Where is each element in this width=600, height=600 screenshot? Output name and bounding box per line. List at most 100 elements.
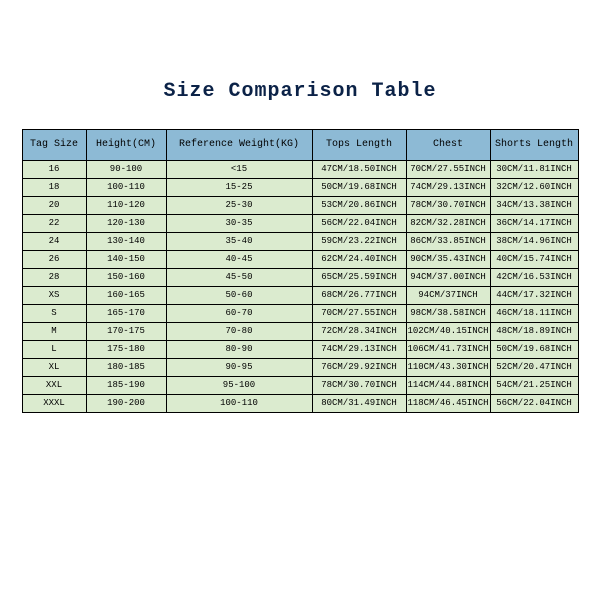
table-row: M 170-175 70-80 72CM/28.34INCH 102CM/40.… <box>22 323 578 341</box>
cell: 52CM/20.47INCH <box>490 359 578 377</box>
cell: 50-60 <box>166 287 312 305</box>
cell: 82CM/32.28INCH <box>406 215 490 233</box>
cell: 180-185 <box>86 359 166 377</box>
size-table: Tag Size Height(CM) Reference Weight(KG)… <box>22 129 579 413</box>
cell: 38CM/14.96INCH <box>490 233 578 251</box>
cell: 45-50 <box>166 269 312 287</box>
cell: 100-110 <box>86 179 166 197</box>
cell: 47CM/18.50INCH <box>312 161 406 179</box>
cell: 60-70 <box>166 305 312 323</box>
table-row: XXXL 190-200 100-110 80CM/31.49INCH 118C… <box>22 395 578 413</box>
cell: 16 <box>22 161 86 179</box>
cell: 140-150 <box>86 251 166 269</box>
cell: 190-200 <box>86 395 166 413</box>
cell: 59CM/23.22INCH <box>312 233 406 251</box>
cell: 35-40 <box>166 233 312 251</box>
cell: 98CM/38.58INCH <box>406 305 490 323</box>
cell: 78CM/30.70INCH <box>406 197 490 215</box>
cell: 95-100 <box>166 377 312 395</box>
cell: 56CM/22.04INCH <box>490 395 578 413</box>
cell: 50CM/19.68INCH <box>490 341 578 359</box>
table-row: 20 110-120 25-30 53CM/20.86INCH 78CM/30.… <box>22 197 578 215</box>
col-shorts-length: Shorts Length <box>490 130 578 161</box>
cell: 32CM/12.60INCH <box>490 179 578 197</box>
table-row: 16 90-100 <15 47CM/18.50INCH 70CM/27.55I… <box>22 161 578 179</box>
table-row: L 175-180 80-90 74CM/29.13INCH 106CM/41.… <box>22 341 578 359</box>
cell: 40-45 <box>166 251 312 269</box>
cell: XXL <box>22 377 86 395</box>
col-tops-length: Tops Length <box>312 130 406 161</box>
cell: 15-25 <box>166 179 312 197</box>
cell: 160-165 <box>86 287 166 305</box>
cell: 76CM/29.92INCH <box>312 359 406 377</box>
cell: 72CM/28.34INCH <box>312 323 406 341</box>
cell: 90-95 <box>166 359 312 377</box>
cell: 80-90 <box>166 341 312 359</box>
cell: 40CM/15.74INCH <box>490 251 578 269</box>
cell: 62CM/24.40INCH <box>312 251 406 269</box>
col-chest: Chest <box>406 130 490 161</box>
page: Size Comparison Table Tag Size Height(CM… <box>0 0 600 600</box>
cell: 70CM/27.55INCH <box>406 161 490 179</box>
cell: 86CM/33.85INCH <box>406 233 490 251</box>
cell: 150-160 <box>86 269 166 287</box>
cell: 110-120 <box>86 197 166 215</box>
table-row: S 165-170 60-70 70CM/27.55INCH 98CM/38.5… <box>22 305 578 323</box>
cell: XS <box>22 287 86 305</box>
cell: 42CM/16.53INCH <box>490 269 578 287</box>
cell: 74CM/29.13INCH <box>406 179 490 197</box>
cell: 30-35 <box>166 215 312 233</box>
cell: 18 <box>22 179 86 197</box>
cell: 102CM/40.15INCH <box>406 323 490 341</box>
cell: 26 <box>22 251 86 269</box>
cell: 20 <box>22 197 86 215</box>
table-body: 16 90-100 <15 47CM/18.50INCH 70CM/27.55I… <box>22 161 578 413</box>
cell: 25-30 <box>166 197 312 215</box>
cell: 165-170 <box>86 305 166 323</box>
cell: 120-130 <box>86 215 166 233</box>
cell: 70-80 <box>166 323 312 341</box>
cell: 130-140 <box>86 233 166 251</box>
cell: 90CM/35.43INCH <box>406 251 490 269</box>
cell: 36CM/14.17INCH <box>490 215 578 233</box>
cell: 44CM/17.32INCH <box>490 287 578 305</box>
cell: 46CM/18.11INCH <box>490 305 578 323</box>
cell: 28 <box>22 269 86 287</box>
cell: 90-100 <box>86 161 166 179</box>
cell: 53CM/20.86INCH <box>312 197 406 215</box>
cell: 78CM/30.70INCH <box>312 377 406 395</box>
cell: XXXL <box>22 395 86 413</box>
col-height: Height(CM) <box>86 130 166 161</box>
table-header-row: Tag Size Height(CM) Reference Weight(KG)… <box>22 130 578 161</box>
cell: 170-175 <box>86 323 166 341</box>
table-row: 26 140-150 40-45 62CM/24.40INCH 90CM/35.… <box>22 251 578 269</box>
table-row: 18 100-110 15-25 50CM/19.68INCH 74CM/29.… <box>22 179 578 197</box>
cell: 54CM/21.25INCH <box>490 377 578 395</box>
cell: 100-110 <box>166 395 312 413</box>
cell: 94CM/37INCH <box>406 287 490 305</box>
cell: 94CM/37.00INCH <box>406 269 490 287</box>
cell: 80CM/31.49INCH <box>312 395 406 413</box>
cell: 68CM/26.77INCH <box>312 287 406 305</box>
cell: L <box>22 341 86 359</box>
table-row: XL 180-185 90-95 76CM/29.92INCH 110CM/43… <box>22 359 578 377</box>
cell: 110CM/43.30INCH <box>406 359 490 377</box>
table-row: 28 150-160 45-50 65CM/25.59INCH 94CM/37.… <box>22 269 578 287</box>
cell: 70CM/27.55INCH <box>312 305 406 323</box>
cell: <15 <box>166 161 312 179</box>
cell: 74CM/29.13INCH <box>312 341 406 359</box>
cell: 65CM/25.59INCH <box>312 269 406 287</box>
page-title: Size Comparison Table <box>0 80 600 103</box>
cell: 48CM/18.89INCH <box>490 323 578 341</box>
table-row: XS 160-165 50-60 68CM/26.77INCH 94CM/37I… <box>22 287 578 305</box>
cell: 24 <box>22 233 86 251</box>
cell: XL <box>22 359 86 377</box>
table-row: XXL 185-190 95-100 78CM/30.70INCH 114CM/… <box>22 377 578 395</box>
cell: 56CM/22.04INCH <box>312 215 406 233</box>
cell: 118CM/46.45INCH <box>406 395 490 413</box>
col-reference-weight: Reference Weight(KG) <box>166 130 312 161</box>
cell: 34CM/13.38INCH <box>490 197 578 215</box>
table-row: 24 130-140 35-40 59CM/23.22INCH 86CM/33.… <box>22 233 578 251</box>
table-row: 22 120-130 30-35 56CM/22.04INCH 82CM/32.… <box>22 215 578 233</box>
cell: 114CM/44.88INCH <box>406 377 490 395</box>
